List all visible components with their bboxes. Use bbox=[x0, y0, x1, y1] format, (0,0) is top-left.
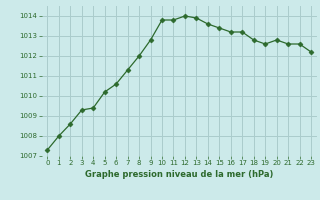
X-axis label: Graphe pression niveau de la mer (hPa): Graphe pression niveau de la mer (hPa) bbox=[85, 170, 273, 179]
